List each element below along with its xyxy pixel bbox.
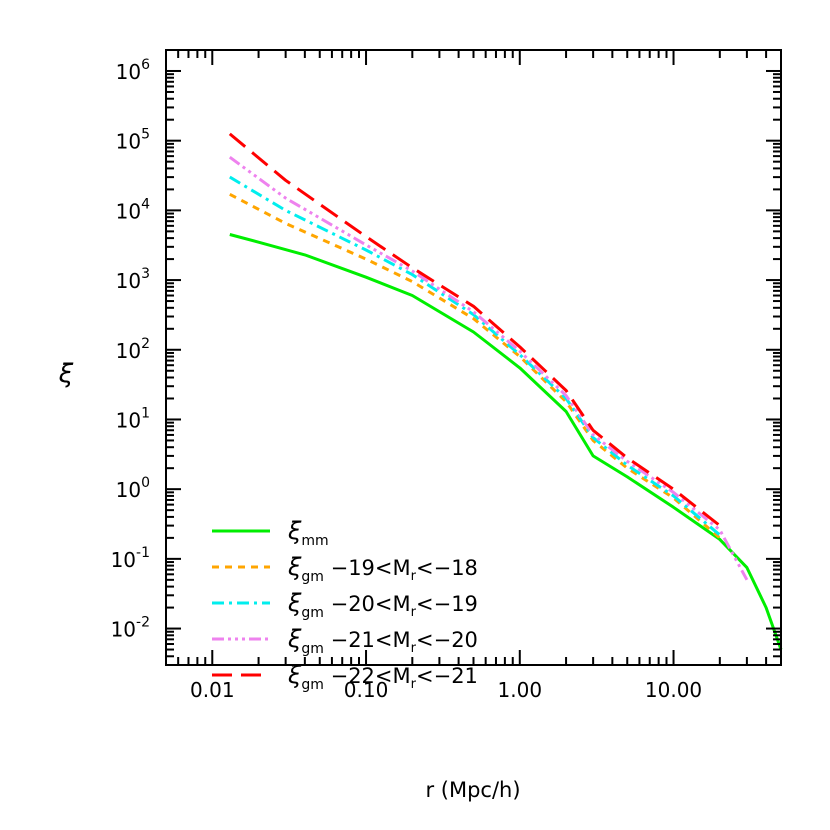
legend-label-1: ξmm (287, 517, 329, 549)
x-tick-label: 0.10 (344, 678, 389, 702)
x-tick-labels: 0.01 0.10 1.00 10.00 (190, 678, 702, 702)
x-tick-label: 0.01 (190, 678, 235, 702)
legend-label-5: ξgm −22<Mr<−21 (287, 661, 478, 693)
series-line-5 (228, 132, 721, 527)
x-tick-label: 1.00 (498, 678, 543, 702)
plot-frame (165, 49, 782, 666)
y-tick-label: 100 (116, 475, 150, 502)
y-tick-label: 104 (116, 196, 150, 223)
y-tick-label: 101 (116, 405, 150, 432)
y-tick-labels: 10-2 10-1 100 101 102 103 104 105 106 (111, 57, 151, 642)
legend-label-3: ξgm −20<Mr<−19 (287, 589, 478, 621)
series-layer (228, 132, 783, 651)
y-tick-label: 102 (116, 336, 150, 363)
legend-label-2: ξgm −19<Mr<−18 (287, 553, 478, 585)
y-tick-label: 103 (116, 266, 150, 293)
y-tick-label: 10-1 (111, 545, 150, 572)
x-tick-label: 10.00 (645, 678, 702, 702)
y-tick-label: 106 (116, 57, 150, 84)
y-tick-label: 105 (116, 127, 150, 154)
legend-label-4: ξgm −21<Mr<−20 (287, 625, 478, 657)
ticks-layer (165, 49, 782, 666)
x-axis-title: r (Mpc/h) (425, 778, 520, 802)
y-tick-label: 10-2 (111, 615, 150, 642)
series-line-1 (229, 233, 783, 651)
legend: ξmm ξgm −19<Mr<−18 ξgm −20<Mr<−19 ξgm −21<M… (212, 517, 478, 693)
y-axis-title: ξ (58, 359, 74, 389)
series-line-4 (228, 155, 749, 581)
series-line-2 (229, 192, 721, 540)
